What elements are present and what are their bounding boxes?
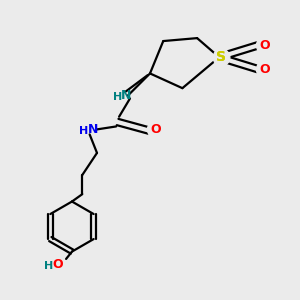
Text: S: S — [216, 50, 226, 64]
Text: N: N — [87, 123, 98, 136]
Text: O: O — [260, 39, 270, 52]
Text: H: H — [79, 126, 88, 136]
Text: O: O — [151, 123, 161, 136]
Text: S: S — [216, 50, 226, 64]
Text: H: H — [44, 261, 53, 271]
Text: O: O — [260, 62, 270, 76]
Text: N: N — [121, 89, 132, 102]
Text: H: H — [113, 92, 122, 102]
Text: O: O — [52, 258, 63, 271]
